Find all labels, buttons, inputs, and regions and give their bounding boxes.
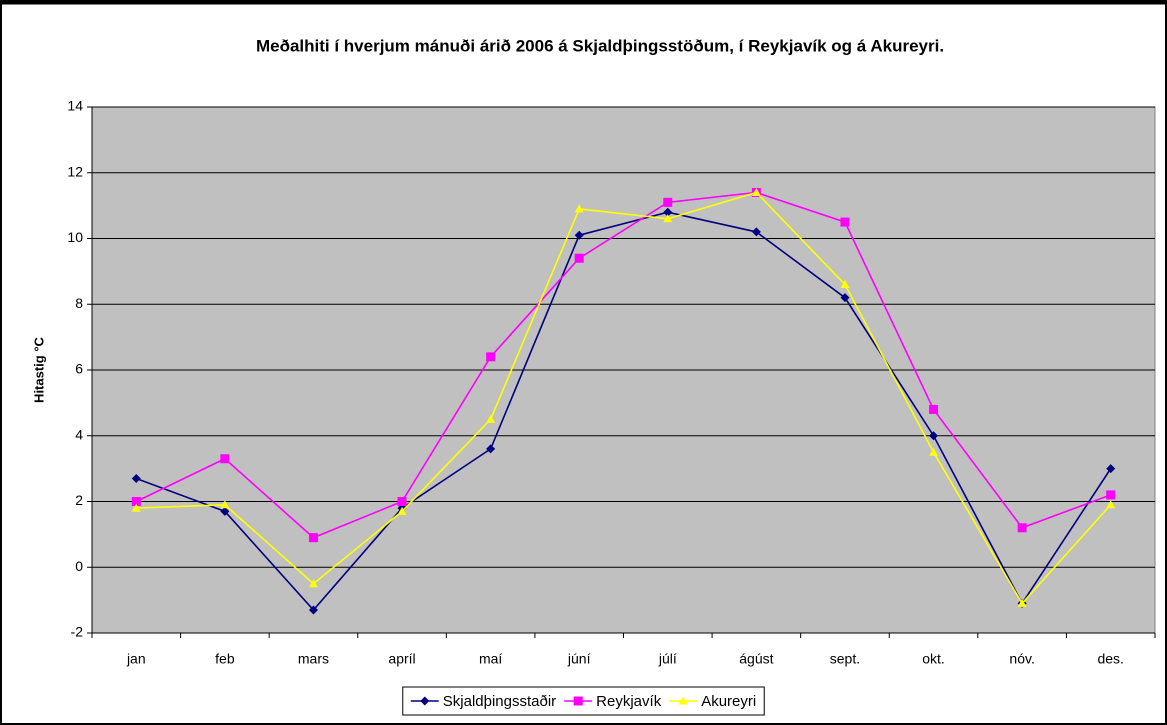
- marker: [131, 497, 141, 506]
- y-tick-label: 10: [67, 229, 83, 245]
- x-tick-label: maí: [479, 651, 502, 667]
- marker: [574, 204, 584, 213]
- x-tick-label: nóv.: [1009, 651, 1034, 667]
- marker: [663, 207, 673, 217]
- marker: [131, 503, 141, 512]
- marker: [663, 197, 673, 207]
- x-tick-label: feb: [215, 651, 235, 667]
- series-line: [136, 211, 1112, 612]
- chart-title: Meðalhiti í hverjum mánuði árið 2006 á S…: [256, 36, 944, 55]
- y-axis-label: Hitastig °C: [31, 336, 46, 402]
- marker: [486, 444, 496, 454]
- marker: [663, 214, 673, 223]
- marker: [1106, 490, 1116, 500]
- marker: [131, 473, 141, 483]
- x-tick-label: júlí: [658, 651, 677, 667]
- marker: [751, 187, 761, 196]
- marker: [840, 217, 850, 227]
- marker: [929, 447, 939, 456]
- marker: [574, 253, 584, 263]
- y-tick-label: 8: [75, 295, 83, 311]
- x-tick-label: jan: [126, 651, 146, 667]
- y-tick-label: 14: [67, 98, 83, 114]
- marker: [840, 280, 850, 289]
- marker: [840, 293, 850, 303]
- y-tick-label: 4: [75, 426, 83, 442]
- marker: [308, 605, 318, 615]
- y-tick-label: 2: [75, 492, 83, 508]
- x-tick-label: júní: [567, 651, 591, 667]
- marker: [1017, 598, 1027, 607]
- x-tick-label: apríl: [388, 651, 415, 667]
- marker: [397, 506, 407, 515]
- marker: [220, 454, 230, 464]
- marker: [420, 696, 430, 706]
- marker: [751, 227, 761, 237]
- y-tick-label: 12: [67, 163, 83, 179]
- marker: [1106, 464, 1116, 474]
- x-tick-label: sept.: [830, 651, 860, 667]
- marker: [397, 497, 407, 506]
- marker: [1017, 523, 1027, 533]
- x-tick-label: ágúst: [739, 651, 773, 667]
- series-line: [135, 191, 1111, 539]
- legend-label: Akureyri: [701, 693, 756, 710]
- y-tick-label: 0: [75, 558, 83, 574]
- x-tick-label: okt.: [922, 651, 945, 667]
- y-tick-label: 6: [75, 361, 83, 377]
- marker: [678, 696, 688, 705]
- legend: Skjaldþingsstaðir Reykjavík Akureyri: [402, 686, 765, 716]
- series-line: [136, 191, 1112, 605]
- marker: [308, 533, 318, 543]
- marker: [220, 500, 230, 509]
- marker: [486, 352, 496, 362]
- marker: [929, 431, 939, 441]
- marker: [220, 506, 230, 516]
- x-tick-label: des.: [1097, 651, 1123, 667]
- marker: [486, 414, 496, 423]
- marker: [929, 404, 939, 414]
- legend-label: Skjaldþingsstaðir: [443, 693, 556, 710]
- marker: [1106, 500, 1116, 509]
- marker: [574, 230, 584, 240]
- marker: [573, 696, 583, 706]
- marker: [308, 579, 318, 588]
- y-tick-label: -2: [71, 624, 84, 640]
- x-tick-label: mars: [298, 651, 329, 667]
- legend-label: Reykjavík: [596, 693, 662, 710]
